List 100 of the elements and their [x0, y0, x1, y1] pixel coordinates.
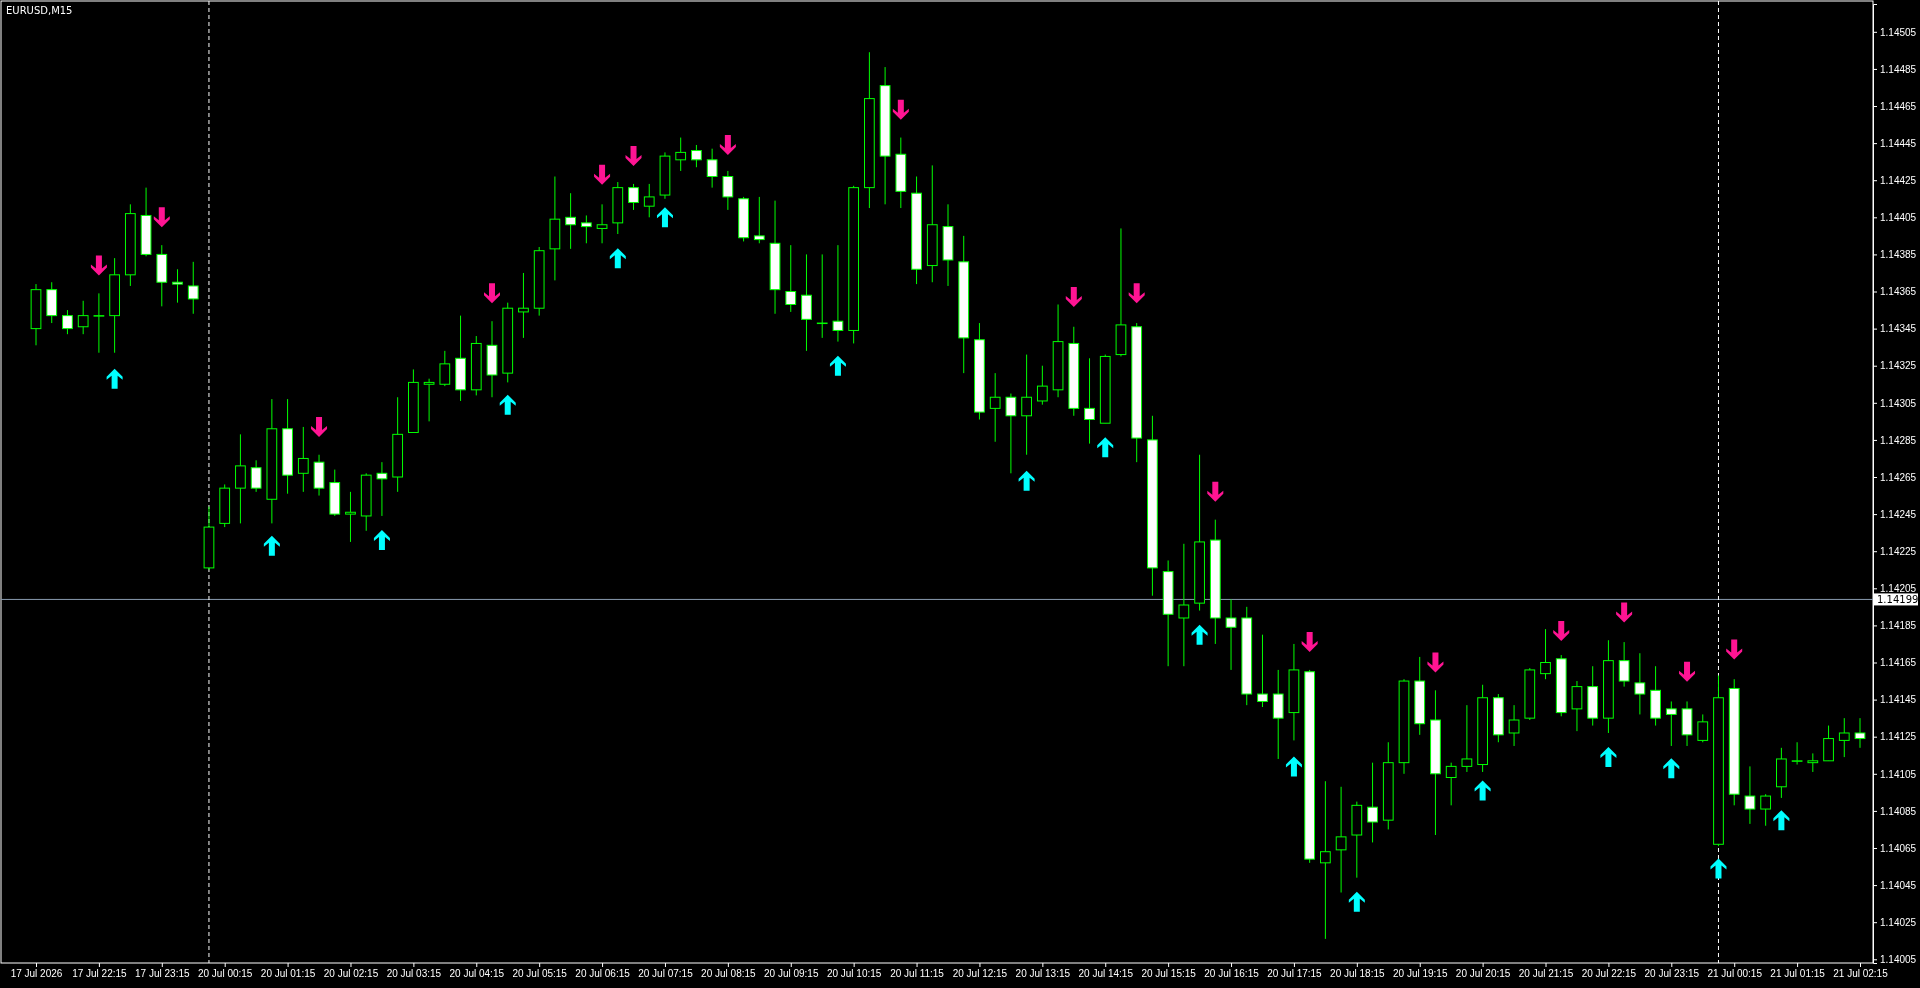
candlestick: [1744, 765, 1756, 825]
candlestick: [722, 170, 734, 211]
point: [656, 207, 673, 228]
candlestick: [1178, 543, 1190, 667]
x-tick-label: 21 Jul 01:15: [1770, 968, 1826, 980]
y-tick-label: 1.14085: [1880, 805, 1917, 817]
point: [1773, 810, 1790, 831]
point: [1427, 652, 1444, 673]
x-tick-label: 20 Jul 22:15: [1581, 968, 1637, 980]
x-tick-label: 20 Jul 05:15: [512, 968, 568, 980]
point: [1301, 632, 1318, 653]
candlestick: [785, 244, 797, 313]
candlestick: [187, 261, 199, 315]
candlestick: [1508, 704, 1520, 747]
point: [311, 416, 328, 437]
point: [625, 146, 642, 167]
point: [1616, 602, 1633, 623]
candlestick: [1367, 762, 1378, 843]
x-tick-label: 17 Jul 23:15: [135, 968, 190, 980]
chart-title: EURUSD,M15: [6, 5, 73, 16]
x-tick-label: 20 Jul 12:15: [952, 968, 1008, 980]
candlestick: [753, 196, 765, 244]
y-tick-label: 1.14285: [1880, 434, 1917, 446]
y-tick-label: 1.14305: [1880, 397, 1917, 409]
y-tick-label: 1.14025: [1880, 916, 1917, 928]
x-tick-label: 20 Jul 01:15: [260, 968, 316, 980]
x-tick-label: 20 Jul 08:15: [701, 968, 757, 980]
candlestick: [706, 148, 718, 189]
candlestick: [1854, 717, 1866, 749]
point: [90, 255, 107, 276]
y-tick-label: 1.14325: [1880, 360, 1917, 372]
point: [106, 368, 123, 389]
candlestick: [1571, 680, 1583, 732]
point: [1207, 481, 1224, 502]
candlestick: [250, 459, 262, 493]
point: [1097, 437, 1114, 458]
point: [1285, 756, 1302, 777]
y-tick-label: 1.14205: [1880, 583, 1917, 594]
point: [1710, 858, 1727, 879]
y-tick-label: 1.14445: [1880, 137, 1917, 149]
candlestick: [423, 378, 435, 422]
candlestick: [1036, 365, 1048, 406]
candlestick: [1697, 713, 1709, 743]
candlestick: [1634, 652, 1646, 715]
candlestick: [62, 309, 73, 335]
point: [1553, 620, 1570, 641]
candlestick: [1320, 780, 1331, 940]
candlestick: [1005, 393, 1017, 474]
x-tick-label: 20 Jul 16:15: [1204, 968, 1260, 980]
point: [499, 394, 516, 415]
candlestick: [1445, 762, 1457, 806]
candlestick: [580, 214, 592, 244]
x-tick-label: 20 Jul 20:15: [1455, 968, 1511, 980]
candlestick: [1225, 598, 1237, 671]
candlestick: [675, 137, 687, 172]
x-tick-label: 20 Jul 21:15: [1518, 968, 1574, 980]
y-tick-label: 1.14505: [1880, 26, 1917, 38]
candlestick: [596, 203, 608, 244]
candlestick: [1791, 741, 1803, 766]
y-tick-label: 1.14185: [1880, 620, 1917, 632]
candlestick: [628, 183, 639, 211]
point: [373, 530, 390, 551]
y-tick-label: 1.14125: [1880, 731, 1917, 743]
point: [609, 248, 626, 269]
y-tick-label: 1.14145: [1880, 694, 1917, 706]
y-tick-label: 1.14165: [1880, 657, 1917, 669]
x-tick-label: 20 Jul 07:15: [638, 968, 694, 980]
point: [1191, 624, 1208, 645]
x-tick-label: 21 Jul 00:15: [1707, 968, 1763, 980]
candlestick: [1665, 700, 1677, 747]
candlestick: [1807, 752, 1819, 773]
x-tick-label: 21 Jul 02:15: [1833, 968, 1889, 980]
x-tick-label: 20 Jul 09:15: [764, 968, 819, 980]
x-tick-label: 20 Jul 03:15: [386, 968, 442, 980]
candlestick: [1021, 354, 1032, 456]
point: [594, 164, 611, 185]
y-tick-label: 1.14105: [1880, 768, 1917, 780]
point: [1065, 287, 1082, 308]
point: [1128, 283, 1145, 304]
candlestick: [1540, 628, 1551, 680]
ref-line-label: 1.14199: [1877, 593, 1919, 605]
x-tick-label: 20 Jul 04:15: [449, 968, 505, 980]
candlestick: [832, 244, 844, 343]
point: [263, 535, 280, 556]
y-tick-label: 1.14045: [1880, 879, 1917, 891]
x-tick-label: 20 Jul 19:15: [1392, 968, 1448, 980]
point: [1348, 891, 1365, 912]
candlestick: [1760, 793, 1772, 827]
y-tick-label: 1.14405: [1880, 212, 1917, 224]
candlestick: [77, 300, 89, 335]
candlestick: [1461, 704, 1473, 773]
candlestick: [345, 491, 356, 543]
y-tick-label: 1.14265: [1880, 471, 1917, 483]
candlestick: [1335, 786, 1347, 894]
candlestick: [93, 292, 105, 354]
y-tick-label: 1.14485: [1880, 63, 1917, 75]
candlestick: [297, 426, 309, 493]
x-tick-label: 20 Jul 06:15: [575, 968, 631, 980]
candlestick: [643, 183, 655, 218]
candlestick: [439, 350, 451, 387]
